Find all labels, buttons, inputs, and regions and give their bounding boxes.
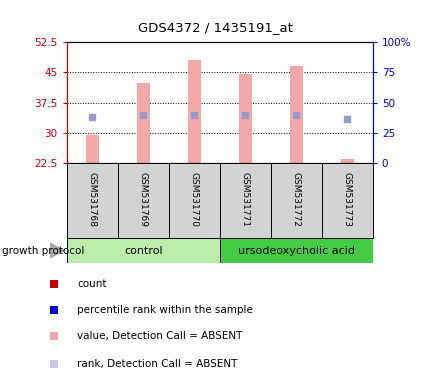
Bar: [289, 66, 302, 163]
Text: rank, Detection Call = ABSENT: rank, Detection Call = ABSENT: [77, 359, 237, 369]
Text: GSM531772: GSM531772: [291, 172, 300, 227]
Bar: [270, 163, 321, 238]
Text: GSM531768: GSM531768: [88, 172, 97, 227]
Point: [89, 114, 95, 120]
Text: percentile rank within the sample: percentile rank within the sample: [77, 305, 252, 315]
Bar: [169, 163, 219, 238]
Bar: [340, 159, 353, 163]
Text: GSM531773: GSM531773: [342, 172, 351, 227]
Bar: [117, 163, 169, 238]
Bar: [219, 238, 372, 263]
Point: [139, 112, 146, 118]
Bar: [219, 163, 270, 238]
Text: GSM531769: GSM531769: [138, 172, 147, 227]
Bar: [67, 238, 219, 263]
Text: growth protocol: growth protocol: [2, 245, 84, 256]
Point: [343, 116, 350, 122]
Text: GSM531771: GSM531771: [240, 172, 249, 227]
Bar: [67, 163, 117, 238]
Point: [292, 112, 299, 118]
Text: GSM531770: GSM531770: [189, 172, 198, 227]
Text: GDS4372 / 1435191_at: GDS4372 / 1435191_at: [138, 21, 292, 34]
Bar: [187, 60, 200, 163]
Polygon shape: [49, 243, 64, 258]
Text: value, Detection Call = ABSENT: value, Detection Call = ABSENT: [77, 331, 242, 341]
Bar: [137, 83, 149, 163]
Bar: [238, 74, 251, 163]
Bar: [86, 135, 98, 163]
Text: count: count: [77, 279, 107, 289]
Text: ursodeoxycholic acid: ursodeoxycholic acid: [237, 245, 354, 256]
Point: [190, 112, 197, 118]
Text: control: control: [124, 245, 162, 256]
Point: [241, 112, 248, 118]
Bar: [321, 163, 372, 238]
